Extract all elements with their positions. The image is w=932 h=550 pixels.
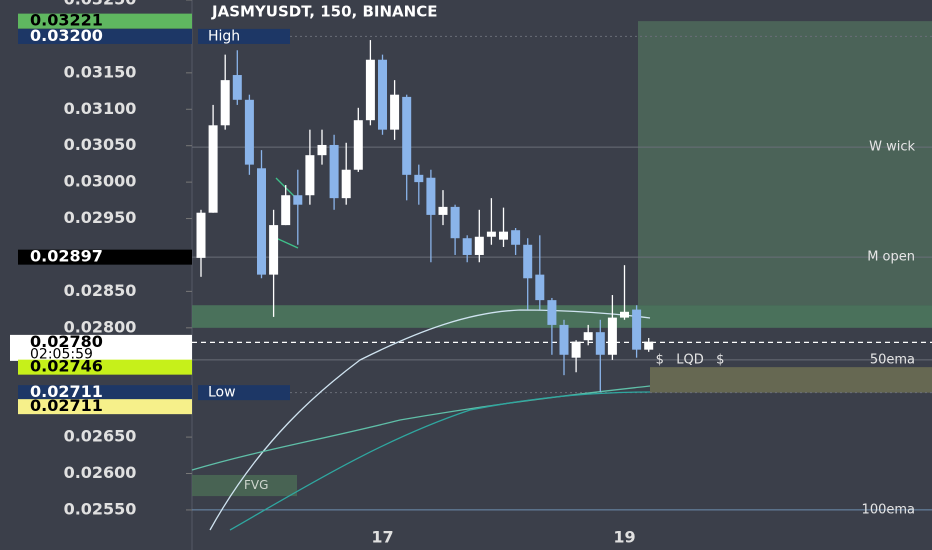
candle-body <box>390 94 400 130</box>
ema-line <box>229 391 651 531</box>
price-badge <box>18 13 192 29</box>
y-tick-label: 0.03150 <box>64 62 137 81</box>
price-badge <box>18 28 192 44</box>
y-tick-label: 0.02600 <box>64 463 137 482</box>
candle-body <box>353 120 363 170</box>
y-tick-label: 0.02650 <box>64 427 137 446</box>
candle-body <box>644 341 654 350</box>
candle-body <box>511 230 521 245</box>
candle-body <box>559 324 569 355</box>
tag-box <box>198 28 290 44</box>
price-badge-label: 0.02746 <box>30 357 103 376</box>
zone-label: FVG <box>244 478 268 492</box>
y-tick-label: 0.02800 <box>64 317 137 336</box>
candle-body <box>450 206 460 239</box>
price-badge <box>18 399 192 415</box>
candle-body <box>474 236 484 255</box>
y-tick-label: 0.03250 <box>64 0 137 9</box>
y-tick-label: 0.02850 <box>64 281 137 300</box>
candle-body <box>244 99 254 165</box>
candle-body <box>293 195 303 205</box>
candle-body <box>547 300 557 325</box>
x-tick-label: 17 <box>371 528 393 547</box>
zone <box>650 367 932 393</box>
candle-body <box>595 332 605 355</box>
candle-body <box>196 212 206 258</box>
x-tick-label: 19 <box>613 528 635 547</box>
candle-body <box>499 231 508 240</box>
candle-body <box>438 206 448 215</box>
price-badge <box>18 385 192 401</box>
candle-body <box>523 244 533 279</box>
candle-body <box>208 125 218 213</box>
price-badge <box>18 249 192 265</box>
countdown: 02:05:59 <box>30 346 93 362</box>
candle-body <box>414 174 424 183</box>
zone <box>192 305 932 328</box>
candle-body <box>620 311 629 318</box>
candle-body <box>378 59 387 130</box>
candle-body <box>583 332 593 341</box>
candle-body <box>607 317 617 355</box>
y-tick-label: 0.03050 <box>64 135 137 154</box>
candle-body <box>232 75 242 100</box>
candle-body <box>257 168 266 275</box>
y-tick-label: 0.03100 <box>64 99 137 118</box>
level-label: W wick <box>869 140 915 155</box>
price-badge-label: 0.02897 <box>30 247 103 266</box>
zone <box>192 474 297 497</box>
candle-body <box>486 231 496 237</box>
y-tick-label: 0.02950 <box>64 208 137 227</box>
y-tick-label: 0.02550 <box>64 499 137 518</box>
candle-body <box>462 238 472 255</box>
level-label: 100ema <box>862 502 915 517</box>
candle-body <box>365 59 375 121</box>
candle-body <box>632 309 642 350</box>
tag-box <box>198 385 290 401</box>
candle-body <box>220 80 230 126</box>
level-label: M open <box>867 250 915 265</box>
price-badge-label: 0.02711 <box>30 382 103 401</box>
price-badge-label: 0.02711 <box>30 396 103 415</box>
y-tick-label: 0.03000 <box>64 172 137 191</box>
tag-label: Low <box>208 385 236 401</box>
candle-body <box>535 274 545 301</box>
price-badge <box>10 334 192 361</box>
candle-body <box>281 195 291 226</box>
candle-body <box>571 341 581 358</box>
candle-body <box>317 144 327 156</box>
candle-body <box>329 144 339 199</box>
annotation: $ LQD $ <box>656 352 725 367</box>
price-badge <box>18 359 192 375</box>
candle-body <box>269 225 279 275</box>
price-badge-label: 0.03200 <box>30 26 103 45</box>
price-axis-panel <box>0 0 192 550</box>
tag-label: High <box>208 28 240 44</box>
candle-body <box>341 169 351 199</box>
level-label: 50ema <box>870 352 915 367</box>
price-badge-label: 0.02780 <box>30 332 103 351</box>
zone <box>638 21 932 306</box>
ema-line <box>209 309 651 531</box>
chart-title: JASMYUSDT, 150, BINANCE <box>211 3 437 21</box>
candle-body <box>402 96 412 175</box>
candle-body <box>305 155 315 196</box>
trend-line <box>275 237 299 249</box>
candle-body <box>426 177 436 215</box>
price-badge-label: 0.03221 <box>30 11 103 30</box>
